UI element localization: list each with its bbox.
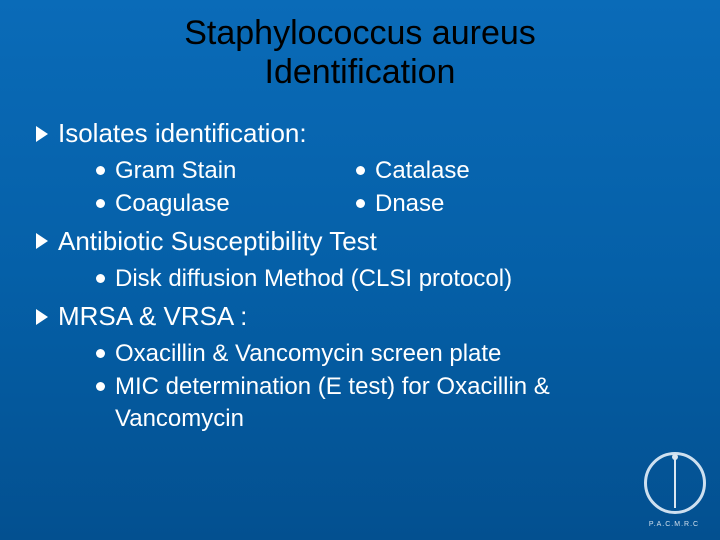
slide-title: Staphylococcus aureus Identification xyxy=(0,0,720,100)
bullet-text: Oxacillin & Vancomycin screen plate xyxy=(115,338,501,370)
heading-text: Isolates identification: xyxy=(58,118,307,149)
isolates-two-column: Gram Stain Coagulase Catalase Dnase xyxy=(96,155,684,220)
round-bullet-icon xyxy=(96,349,105,358)
round-bullet-icon xyxy=(356,166,365,175)
bullet-item: Gram Stain xyxy=(96,155,356,187)
heading-text: Antibiotic Susceptibility Test xyxy=(58,226,377,257)
bullet-item: Coagulase xyxy=(96,188,356,220)
slide-content: Isolates identification: Gram Stain Coag… xyxy=(0,100,720,435)
bullet-text: MIC determination (E test) for Oxacillin… xyxy=(115,371,656,436)
mrsa-list: Oxacillin & Vancomycin screen plate MIC … xyxy=(96,338,684,435)
isolates-right-column: Catalase Dnase xyxy=(356,155,470,220)
bullet-item: Catalase xyxy=(356,155,470,187)
round-bullet-icon xyxy=(356,199,365,208)
title-line-2: Identification xyxy=(40,53,680,92)
bullet-text: Dnase xyxy=(375,188,444,220)
isolates-left-column: Gram Stain Coagulase xyxy=(96,155,356,220)
round-bullet-icon xyxy=(96,166,105,175)
section-heading-mrsa: MRSA & VRSA : xyxy=(36,301,684,332)
bullet-text: Disk diffusion Method (CLSI protocol) xyxy=(115,263,512,295)
bullet-text: Coagulase xyxy=(115,188,230,220)
section-heading-antibiotic: Antibiotic Susceptibility Test xyxy=(36,226,684,257)
bullet-text: Catalase xyxy=(375,155,470,187)
logo-text: P.A.C.M.R.C xyxy=(644,521,704,528)
round-bullet-icon xyxy=(96,199,105,208)
heading-text: MRSA & VRSA : xyxy=(58,301,247,332)
bullet-item: Oxacillin & Vancomycin screen plate xyxy=(96,338,656,370)
antibiotic-list: Disk diffusion Method (CLSI protocol) xyxy=(96,263,684,295)
bullet-item: Disk diffusion Method (CLSI protocol) xyxy=(96,263,656,295)
arrow-bullet-icon xyxy=(36,309,48,325)
section-heading-isolates: Isolates identification: xyxy=(36,118,684,149)
arrow-bullet-icon xyxy=(36,233,48,249)
bullet-item: Dnase xyxy=(356,188,470,220)
round-bullet-icon xyxy=(96,382,105,391)
arrow-bullet-icon xyxy=(36,126,48,142)
bullet-text: Gram Stain xyxy=(115,155,236,187)
round-bullet-icon xyxy=(96,274,105,283)
organization-logo: P.A.C.M.R.C xyxy=(638,448,708,528)
title-line-1: Staphylococcus aureus xyxy=(40,14,680,53)
bullet-item: MIC determination (E test) for Oxacillin… xyxy=(96,371,656,436)
logo-caduceus-icon xyxy=(664,456,686,512)
